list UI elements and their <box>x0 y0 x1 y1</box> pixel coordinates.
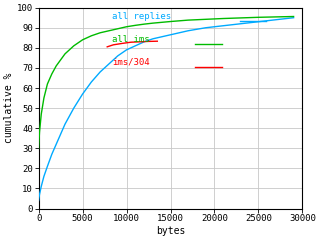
Text: ims/304: ims/304 <box>113 58 150 67</box>
Y-axis label: cumulative %: cumulative % <box>4 73 14 143</box>
Text: all ims: all ims <box>113 35 150 44</box>
Text: all replies: all replies <box>113 12 172 21</box>
X-axis label: bytes: bytes <box>156 226 185 236</box>
